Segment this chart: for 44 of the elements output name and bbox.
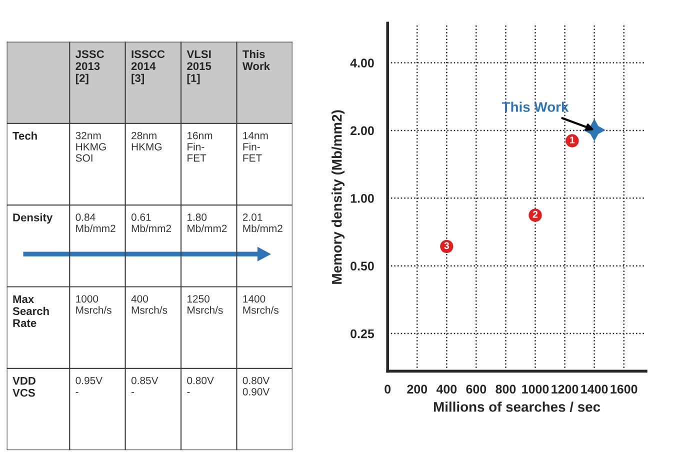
text: 14nm Fin- FET [243,132,268,162]
text: 0.80V - [187,376,214,393]
category-label: ISSCC 2014 [3] [131,50,165,84]
x-tick-label: 1400 [581,384,608,394]
y-tick-label: 1.00 [350,194,374,203]
category-label: VDD VCS [12,376,36,397]
y-axis-title: Memory density (Mb/mm2) [332,110,345,284]
category-label: Density [13,213,53,224]
category-label: Max Search Rate [12,295,49,328]
text: 2.01 Mb/mm2 [242,214,282,232]
text: 1.80 Mb/mm2 [188,214,227,232]
text: 0.80V 0.90V [242,376,270,396]
annotation: 1 [570,136,575,144]
text: 400 Msrch/s [131,295,168,314]
y-tick-label: 2.00 [350,126,374,136]
text: 0.61 Mb/mm2 [131,214,172,232]
text: 28nm HKMG [132,132,162,150]
text: 0.85V - [131,376,158,393]
x-tick-label: 0 [384,384,391,394]
x-tick-label: 200 [407,384,428,394]
y-tick-label: 4.00 [350,58,374,68]
annotation: 2 [532,210,538,218]
text: 32nm HKMG SOI [76,132,106,162]
category-label: Tech [12,132,37,140]
x-tick-label: 400 [436,384,457,394]
y-tick-label: 0.25 [350,329,374,338]
text: 16nm Fin- FET [188,132,212,162]
x-tick-label: 1600 [610,384,638,394]
x-tick-label: 1200 [552,384,578,394]
x-tick-label: 800 [496,384,516,394]
category-label: JSSC 2013 [2] [76,50,104,84]
text: 0.95V - [76,376,103,393]
annotation: This Work [502,102,569,112]
category-label: VLSI 2015 [1] [186,50,212,84]
text: 1000 Msrch/s [76,295,112,314]
text: 1400 Msrch/s [243,295,278,314]
category-label: This Work [242,50,270,70]
x-axis-title: Millions of searches / sec [434,402,600,412]
x-tick-label: 1000 [522,384,549,394]
annotation: 3 [444,242,450,250]
text: 1250 Msrch/s [188,295,223,314]
y-tick-label: 0.50 [350,262,374,271]
text: 0.84 Mb/mm2 [76,214,116,232]
x-tick-label: 600 [466,384,486,394]
